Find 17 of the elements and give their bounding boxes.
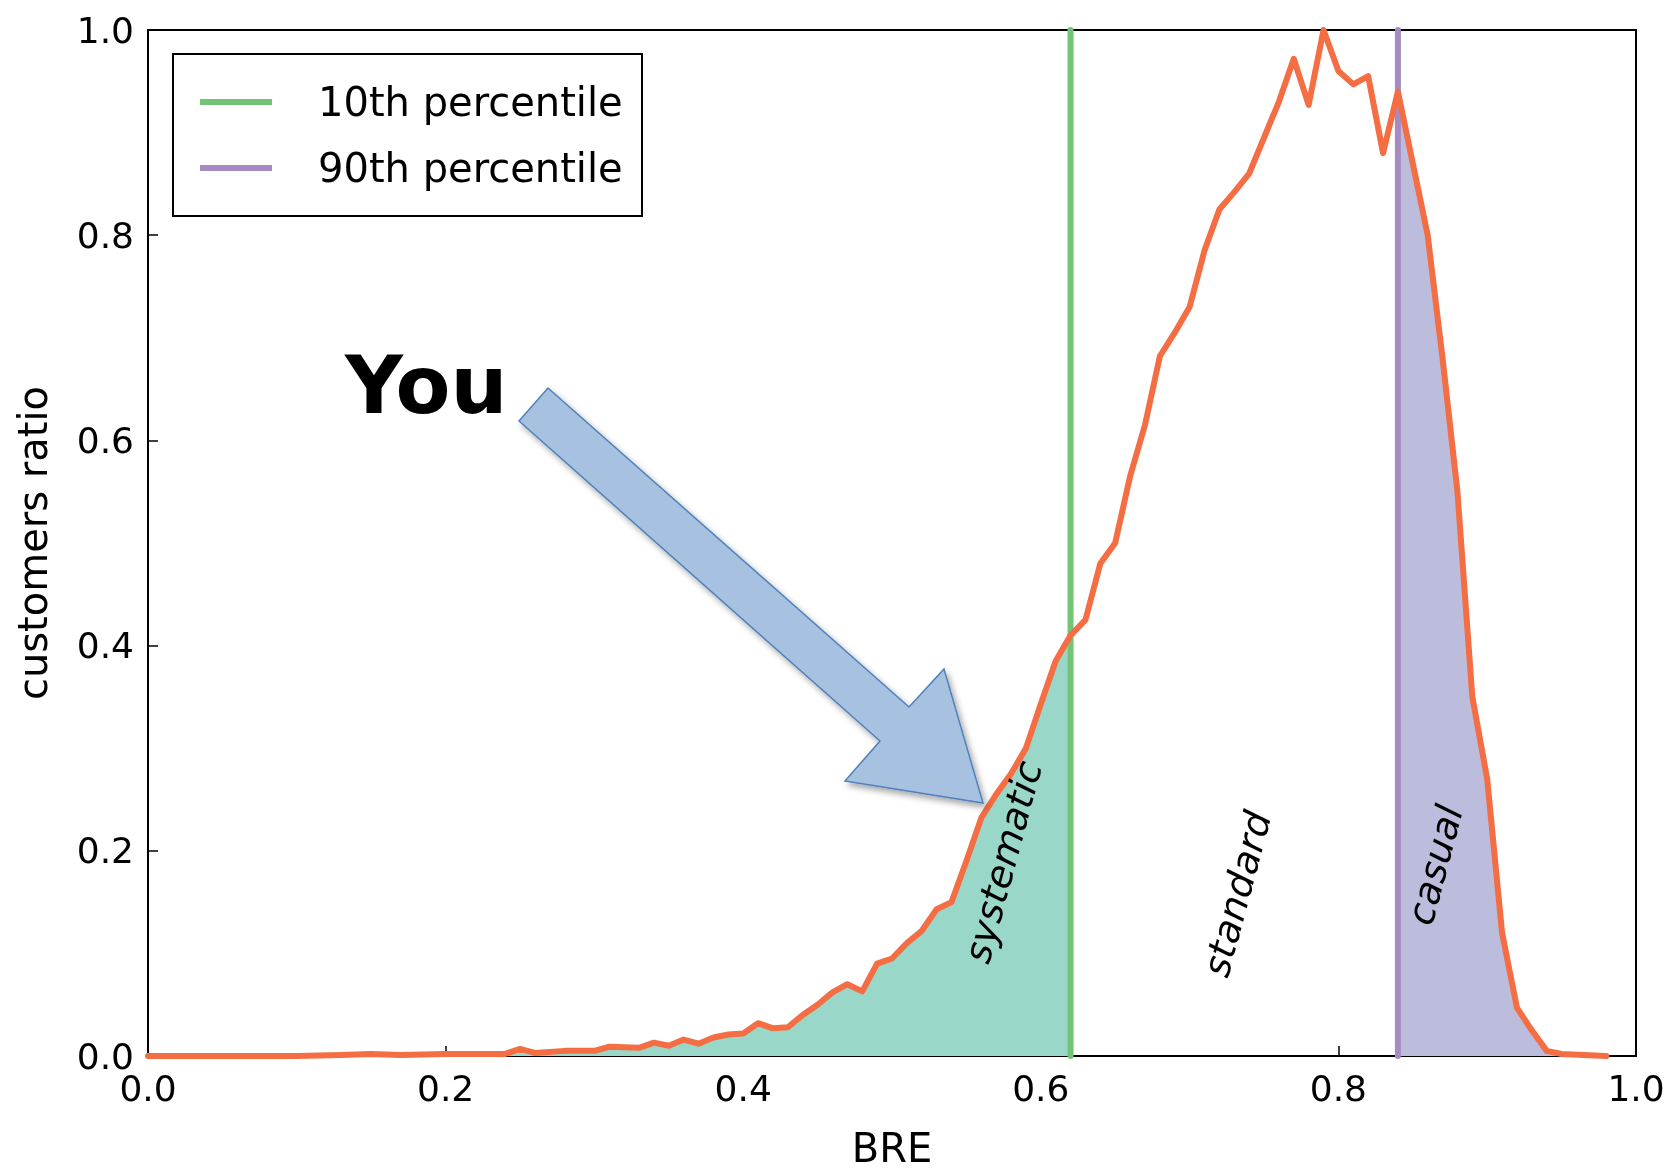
x-tick-label: 1.0	[1607, 1067, 1665, 1109]
legend-label: 10th percentile	[318, 78, 623, 127]
y-axis-title: customers ratio	[10, 385, 56, 701]
x-tick-label: 0.2	[416, 1067, 475, 1109]
x-tick-label: 0.8	[1309, 1067, 1368, 1109]
y-tick-label: 0.6	[76, 419, 134, 461]
y-tick-label: 0.2	[76, 830, 134, 872]
annotation: standard	[1193, 805, 1281, 982]
x-axis-title: BRE	[851, 1125, 933, 1171]
x-tick-label: 0.4	[714, 1067, 772, 1109]
annotation: You	[344, 338, 508, 432]
y-tick-label: 1.0	[76, 9, 134, 51]
annotation: casual	[1397, 800, 1473, 930]
legend-label: 90th percentile	[318, 144, 623, 193]
y-tick-label: 0.4	[76, 625, 134, 667]
x-tick-label: 0.6	[1012, 1067, 1070, 1109]
y-tick-label: 0.8	[76, 214, 134, 256]
